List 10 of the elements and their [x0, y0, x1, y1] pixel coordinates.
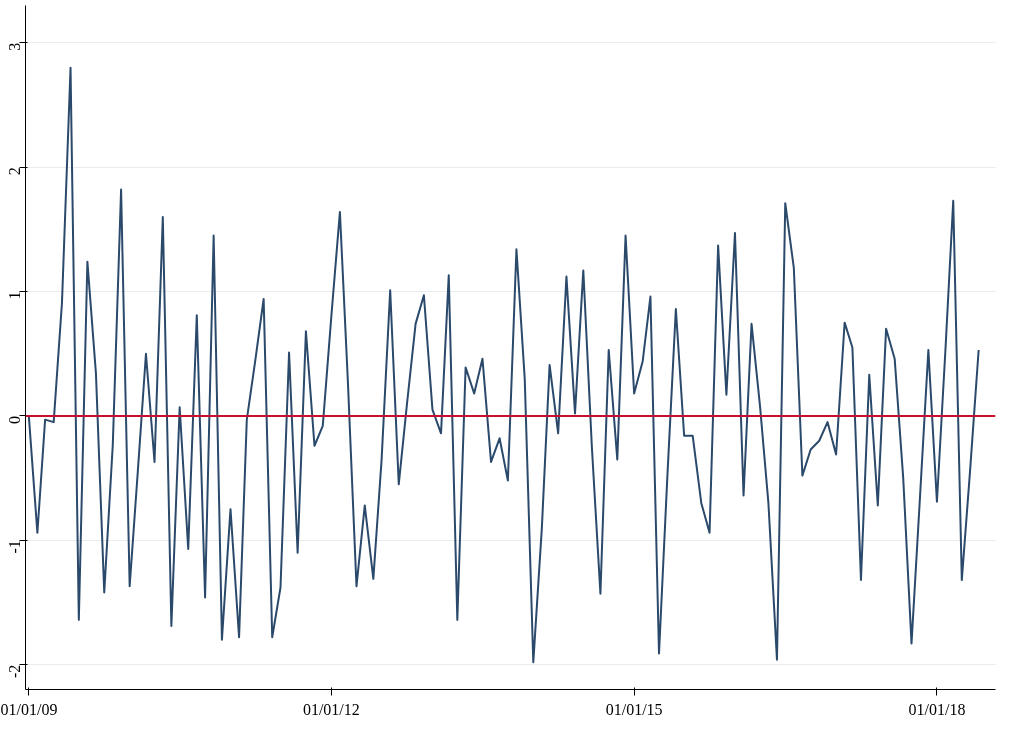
- x-tick-label: 01/01/09: [0, 700, 58, 718]
- x-tick-label: 01/01/18: [908, 700, 966, 718]
- y-tick-label: -2: [6, 664, 23, 678]
- x-tick-label: 01/01/15: [605, 700, 663, 718]
- y-tick-label: 1: [6, 291, 23, 300]
- y-tick-label: 2: [6, 167, 23, 176]
- y-tick-label: 3: [6, 42, 23, 51]
- y-tick-label: 0: [6, 415, 23, 424]
- x-tick-label: 01/01/12: [302, 700, 360, 718]
- y-tick-label: -1: [6, 540, 23, 554]
